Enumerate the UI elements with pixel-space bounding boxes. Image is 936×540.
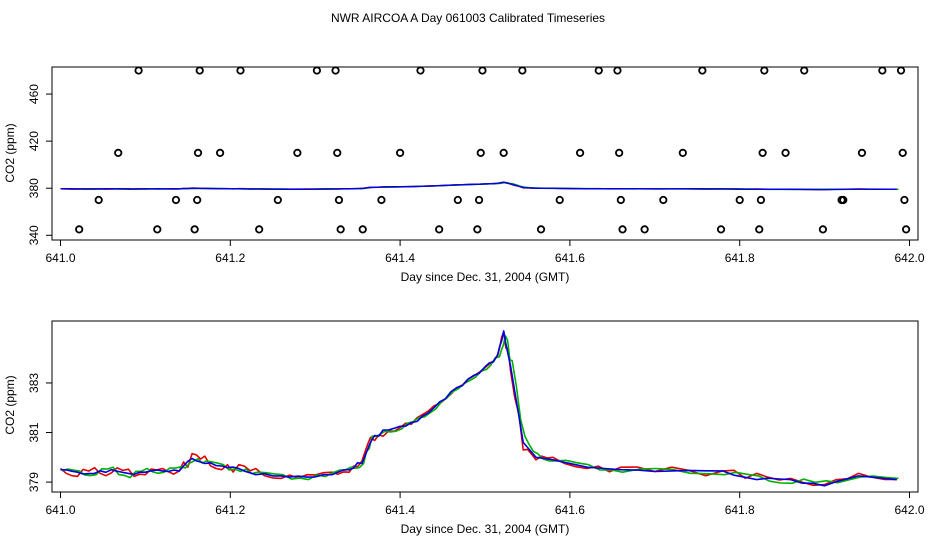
calibration-point [781, 148, 790, 158]
calibration-point [640, 225, 649, 234]
top-y-tick-label: 380 [27, 178, 41, 198]
panel-top: 641.0 641.2 641.4 641.6 641.8 642.0 340 380 420 4… [3, 66, 925, 284]
top-x-tick-label: 641.6 [555, 251, 585, 265]
calibration-point [615, 148, 624, 158]
calibration-point [193, 148, 203, 158]
top-y-tick-label: 340 [27, 225, 41, 245]
calibration-point [618, 225, 627, 234]
bottom-x-tick-label: 641.8 [725, 503, 755, 517]
calibration-point [273, 195, 282, 205]
top-y-tick-label: 420 [27, 131, 41, 151]
calibration-point [255, 225, 264, 234]
calibration-point [453, 195, 462, 205]
calibration-point [236, 66, 245, 75]
calibration-point [293, 148, 302, 158]
series-line-red [59, 331, 897, 487]
calibration-point [190, 225, 199, 234]
bottom-x-tick-label: 641.4 [385, 503, 415, 517]
calibration-point [735, 195, 744, 205]
calibration-point [902, 225, 911, 234]
calibration-point [416, 66, 425, 75]
calibration-point [474, 195, 484, 205]
series-lines-bottom [59, 330, 899, 487]
calibration-point [499, 148, 508, 158]
bottom-x-tick-label: 641.2 [215, 503, 245, 517]
calibration-point [594, 66, 603, 75]
calibration-point [659, 195, 668, 205]
calibration-point [75, 225, 84, 234]
calibration-point [898, 148, 907, 158]
calibration-point [153, 225, 162, 234]
calibration-point [395, 148, 405, 158]
bottom-x-tick-label: 642.0 [894, 503, 924, 517]
series-line-green [61, 335, 899, 485]
bottom-x-tick-label: 641.6 [555, 503, 585, 517]
calibration-point [857, 148, 867, 158]
y-axis-label-bottom: CO2 (ppm) [3, 375, 17, 434]
calibration-point [758, 148, 767, 158]
calibration-point [114, 148, 123, 158]
top-y-tick-label: 460 [27, 84, 41, 104]
calibration-point [473, 225, 482, 234]
bottom-y-tick-label: 379 [27, 472, 41, 492]
bottom-x-tick-label: 641.0 [45, 503, 75, 517]
series-line-blue [60, 330, 897, 487]
calibration-points [75, 66, 911, 234]
calibration-point [377, 195, 386, 205]
calibration-point [336, 225, 345, 234]
calibration-point [435, 225, 444, 234]
calibration-point [878, 66, 887, 75]
calibration-point [476, 148, 485, 158]
calibration-point [800, 66, 809, 75]
x-axis-label-bottom: Day since Dec. 31, 2004 (GMT) [401, 522, 570, 536]
calibration-point [900, 195, 909, 205]
top-x-tick-label: 642.0 [894, 251, 924, 265]
calibration-point [716, 225, 726, 234]
plot-frame-bottom [51, 320, 919, 493]
calibration-point [896, 66, 906, 75]
calibration-point [613, 66, 622, 75]
calibration-point [536, 225, 546, 234]
bottom-y-tick-label: 381 [27, 422, 41, 442]
calibration-point [616, 195, 625, 205]
plot-frame-top [51, 66, 919, 241]
calibration-point [755, 225, 764, 234]
calibration-point [195, 66, 204, 75]
top-x-tick-label: 641.0 [45, 251, 75, 265]
calibration-point [94, 195, 103, 205]
calibration-point [839, 195, 848, 205]
calibration-point [698, 66, 707, 75]
x-axis-label-top: Day since Dec. 31, 2004 (GMT) [401, 270, 570, 284]
calibration-point [334, 195, 344, 205]
calibration-point [331, 66, 340, 75]
axis-ticks-bottom: 641.0 641.2 641.4 641.6 641.8 642.0 379 381 383 [27, 373, 925, 517]
top-x-tick-label: 641.8 [725, 251, 755, 265]
calibration-point [193, 195, 202, 205]
calibration-point [678, 148, 687, 158]
series-lines-top [60, 181, 899, 191]
calibration-point [575, 148, 585, 158]
calibration-point [134, 66, 143, 75]
series-line-top-blue [60, 181, 897, 191]
calibration-point [478, 66, 487, 75]
calibration-point [358, 225, 367, 234]
y-axis-label-top: CO2 (ppm) [3, 123, 17, 182]
top-x-tick-label: 641.2 [215, 251, 245, 265]
axis-ticks-top: 641.0 641.2 641.4 641.6 641.8 642.0 340 380 420 4… [27, 84, 925, 265]
calibration-point [760, 66, 769, 75]
figure-title: NWR AIRCOA A Day 061003 Calibrated Times… [331, 11, 605, 25]
calibration-point [518, 66, 527, 75]
bottom-y-tick-label: 383 [27, 373, 41, 393]
calibration-point [171, 195, 181, 205]
calibration-point [818, 225, 828, 234]
panel-bottom: 641.0 641.2 641.4 641.6 641.8 642.0379381383 … [3, 320, 925, 536]
calibration-point [555, 195, 564, 205]
calibration-point [312, 66, 321, 75]
top-x-tick-label: 641.4 [385, 251, 415, 265]
calibration-point [756, 195, 766, 205]
calibration-point [333, 148, 342, 158]
calibration-point [216, 148, 225, 158]
